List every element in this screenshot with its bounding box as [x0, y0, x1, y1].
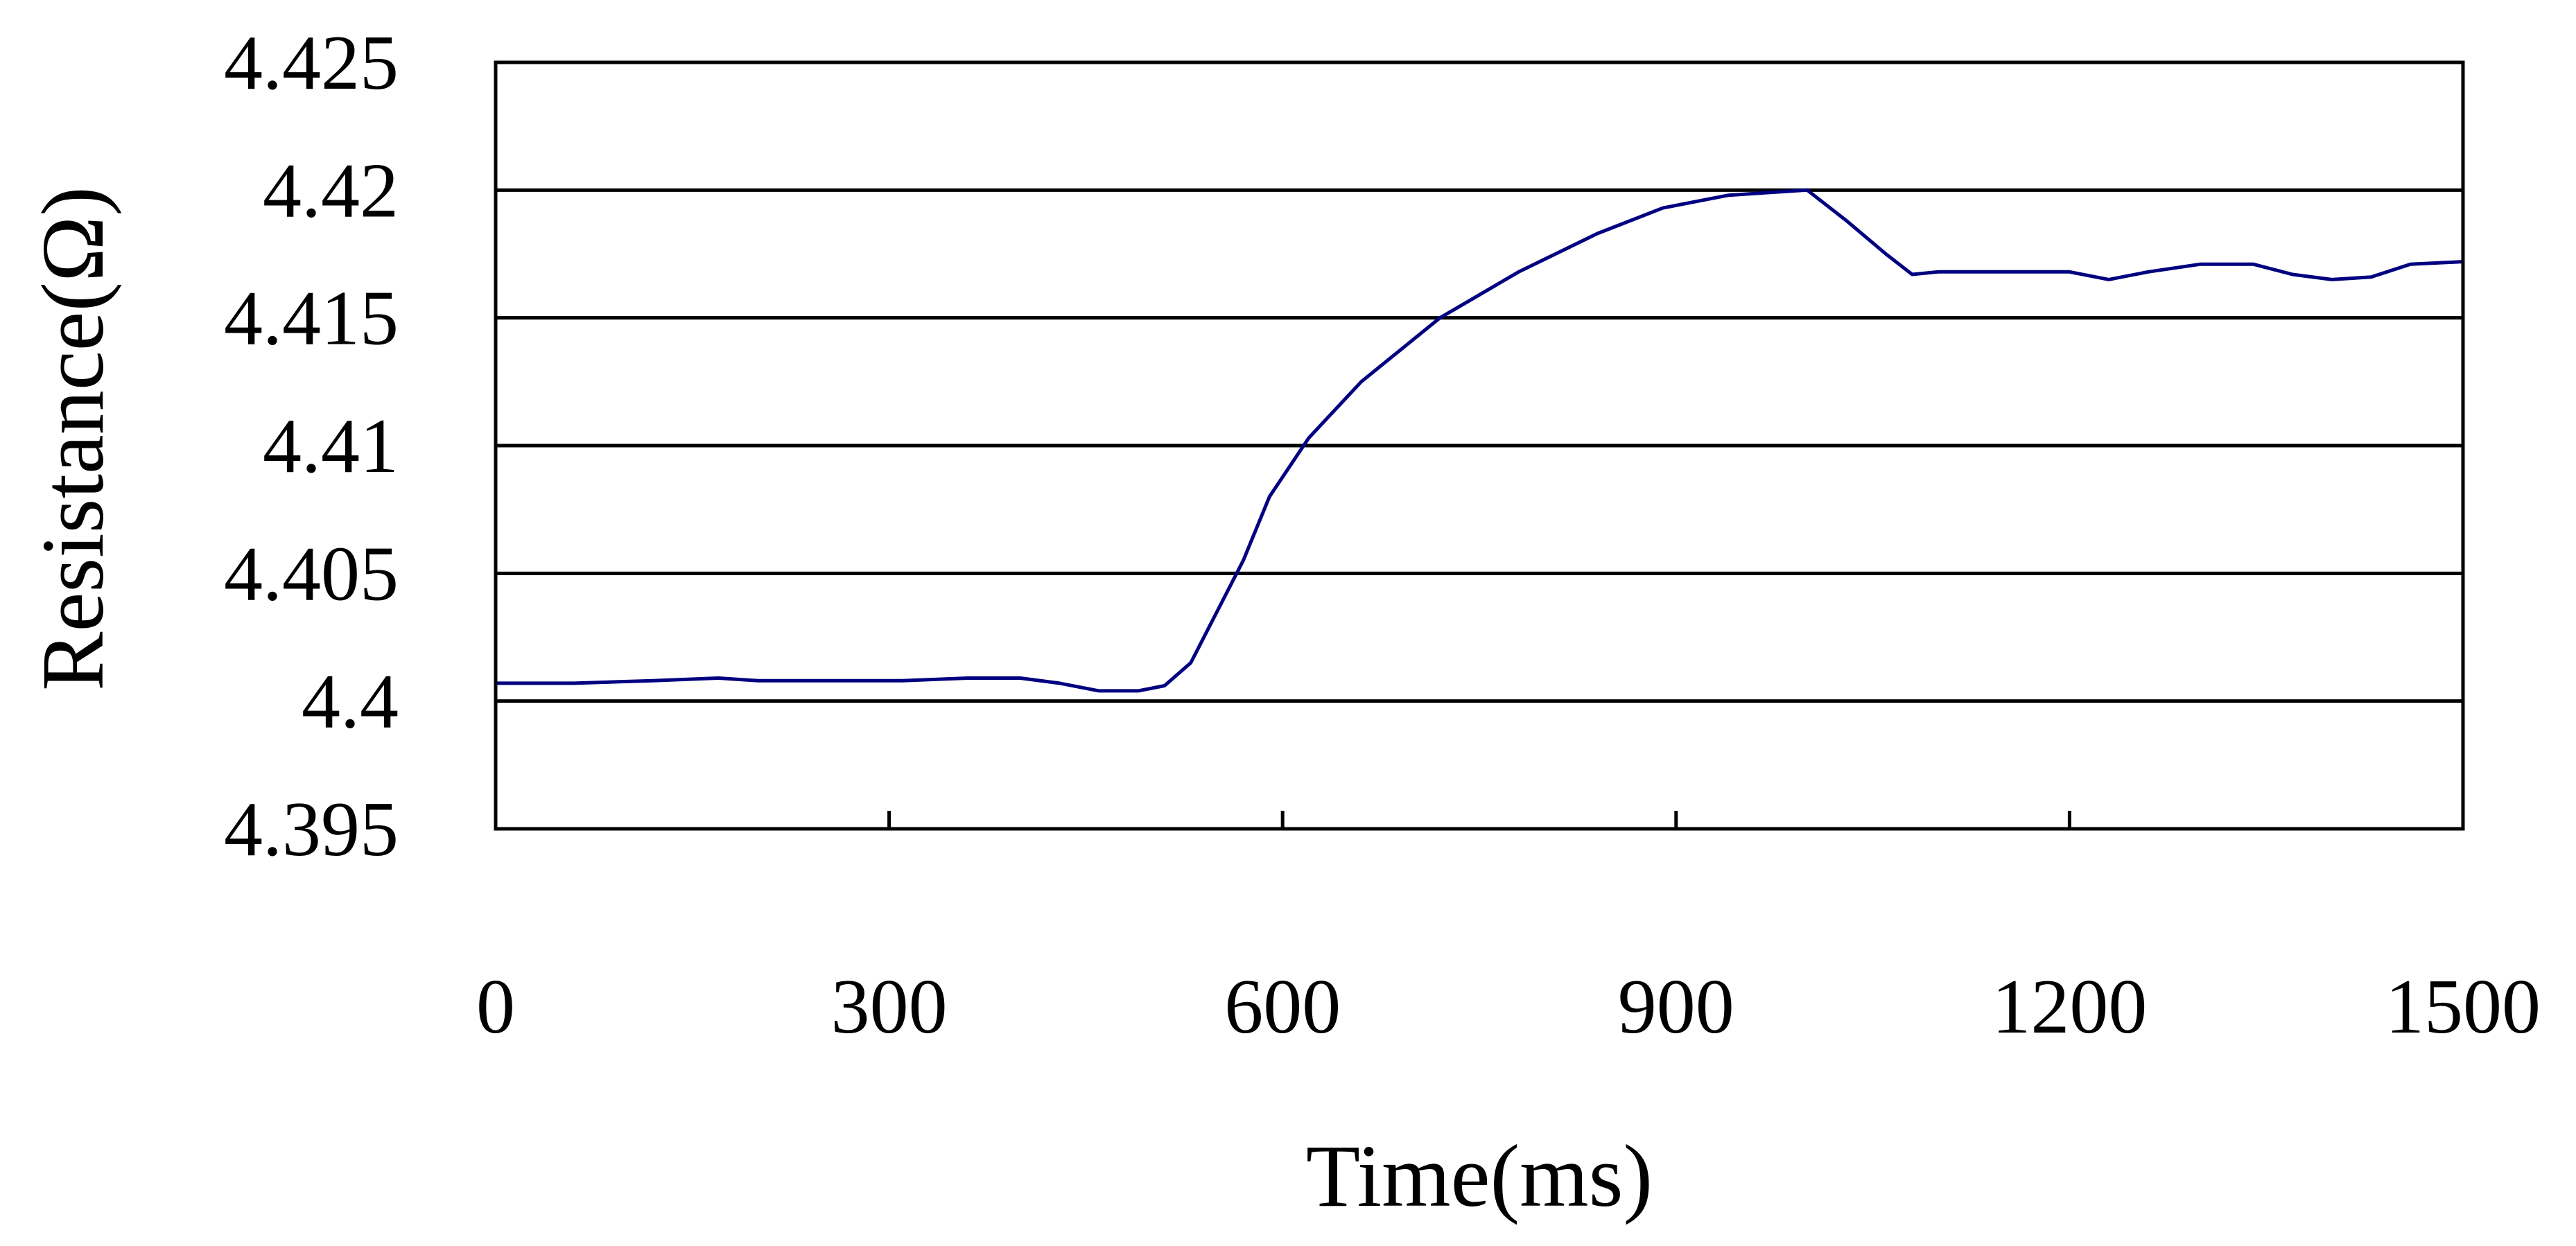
y-tick-label: 4.415: [224, 276, 399, 362]
y-axis-title: Resistance(Ω): [24, 186, 122, 691]
x-tick-label: 1200: [1992, 964, 2147, 1050]
x-tick-label: 300: [831, 964, 948, 1050]
y-tick-label: 4.425: [224, 20, 399, 106]
series-line: [494, 188, 2465, 693]
grid-layer: [496, 188, 2463, 703]
x-axis-ticks: 0 300 600 900 1200 1500: [476, 811, 2541, 1050]
x-tick-label: 900: [1618, 964, 1734, 1050]
y-axis-ticks: 4.395 4.4 4.405 4.41 4.415 4.42 4.425: [224, 20, 399, 872]
series-layer: [494, 188, 2465, 693]
y-tick-label: 4.395: [224, 787, 399, 872]
y-tick-label: 4.41: [263, 403, 399, 489]
y-tick-label: 4.42: [263, 148, 399, 234]
x-axis-title: Time(ms): [1306, 1127, 1653, 1225]
x-tick-label: 600: [1224, 964, 1341, 1050]
y-tick-label: 4.405: [224, 531, 399, 617]
x-tick-label: 1500: [2385, 964, 2541, 1050]
y-tick-label: 4.4: [302, 659, 399, 745]
x-tick-label: 0: [476, 964, 515, 1050]
plot-area-frame: [494, 60, 2465, 831]
